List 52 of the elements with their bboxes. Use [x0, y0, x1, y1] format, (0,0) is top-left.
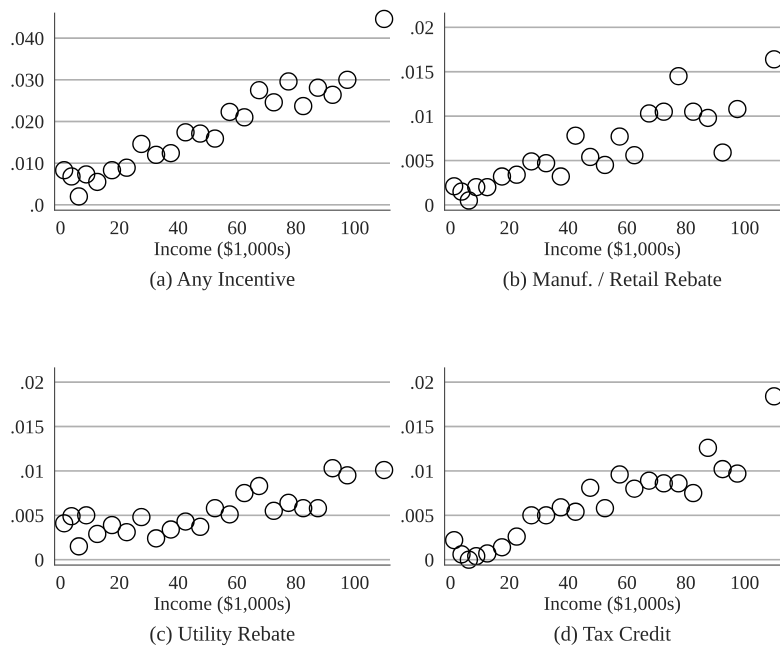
text: (d) Tax Credit [554, 626, 671, 646]
x-tick-label: 0 [56, 221, 65, 234]
x-tick-label: 60 [228, 576, 246, 590]
x-tick-label: 60 [618, 576, 636, 590]
x-axis-title: Income ($1,000s) [544, 596, 680, 614]
y-tick-label: .01 [411, 110, 434, 124]
y-tick-label: .02 [411, 21, 434, 34]
y-tick-label: 0 [425, 554, 434, 567]
y-tick-label: .020 [11, 115, 44, 129]
y-tick-label: .005 [401, 154, 434, 168]
x-tick-label: 20 [500, 576, 518, 590]
x-tick-label: 80 [286, 221, 305, 234]
x-axis-title: Income ($1,000s) [544, 241, 680, 260]
x-tick-label: 80 [676, 576, 695, 590]
text: (a) Any Incentive [150, 271, 294, 290]
x-tick-label: 20 [110, 221, 128, 234]
y-tick-label: .01 [21, 464, 44, 478]
x-axis-title: Income ($1,000s) [154, 241, 290, 260]
y-tick-label: .01 [411, 464, 434, 478]
y-tick-label: .015 [401, 66, 434, 79]
y-tick-label: .015 [11, 420, 44, 434]
x-tick-label: 80 [676, 221, 695, 234]
x-tick-label: 60 [618, 221, 636, 234]
x-tick-label: 0 [56, 576, 65, 590]
y-tick-label: .0 [30, 198, 44, 212]
x-tick-label: 100 [342, 576, 369, 590]
x-tick-label: 40 [558, 221, 578, 234]
x-tick-label: 40 [168, 576, 188, 590]
y-tick-label: .015 [401, 420, 434, 434]
x-tick-label: 80 [286, 576, 305, 590]
y-tick-label: .040 [11, 32, 44, 46]
x-tick-label: 20 [500, 221, 518, 234]
x-tick-label: 60 [228, 221, 246, 234]
x-tick-label: 0 [446, 576, 455, 590]
x-axis-title: Income ($1,000s) [154, 596, 290, 614]
x-tick-label: 0 [446, 221, 455, 234]
y-tick-label: .030 [11, 74, 44, 87]
y-tick-label: .005 [11, 509, 44, 522]
y-tick-label: .02 [411, 376, 434, 390]
x-tick-label: 40 [558, 576, 578, 590]
y-tick-label: .02 [21, 376, 44, 390]
x-tick-label: 100 [732, 221, 759, 234]
x-tick-label: 20 [110, 576, 128, 590]
text: (c) Utility Rebate [150, 626, 294, 646]
x-tick-label: 100 [732, 576, 759, 590]
y-tick-label: .005 [401, 509, 434, 522]
y-tick-label: 0 [35, 554, 44, 567]
x-tick-label: 40 [168, 221, 188, 234]
y-tick-label: .010 [11, 156, 44, 170]
text: (b) Manuf. / Retail Rebate [504, 271, 722, 290]
y-tick-label: 0 [425, 198, 434, 212]
x-tick-label: 100 [342, 221, 369, 234]
